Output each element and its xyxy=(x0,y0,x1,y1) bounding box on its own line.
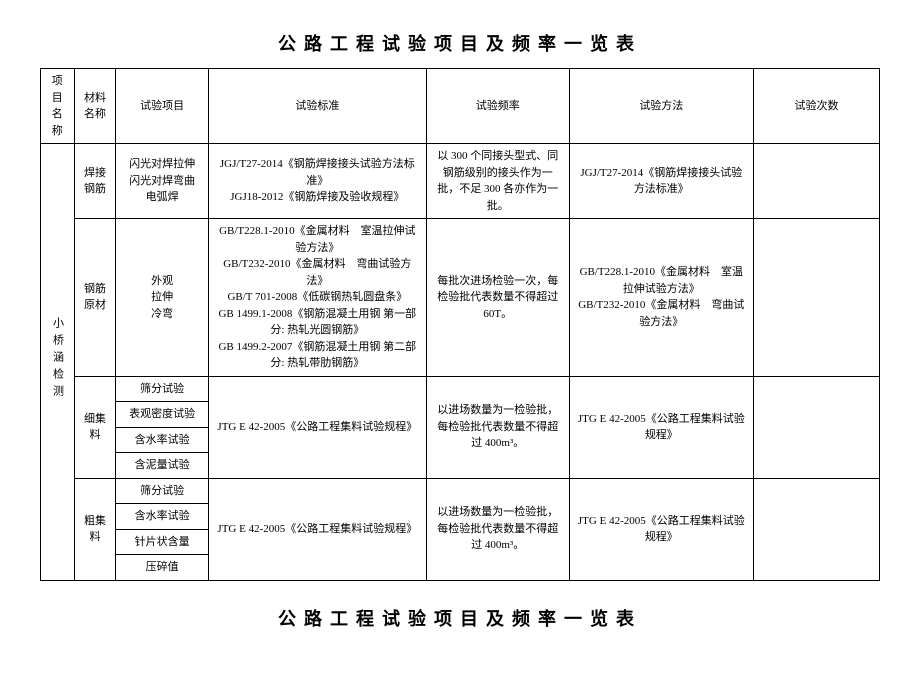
frequency-cell: 以进场数量为一检验批，每检验批代表数量不得超过 400m³。 xyxy=(426,376,569,478)
project-label-cell: 小桥涵检测 xyxy=(41,144,75,581)
material-cell: 粗集料 xyxy=(74,478,116,580)
frequency-cell: 以进场数量为一检验批，每检验批代表数量不得超过 400m³。 xyxy=(426,478,569,580)
item-cell: 闪光对焊拉伸闪光对焊弯曲电弧焊 xyxy=(116,144,208,219)
header-test-count: 试验次数 xyxy=(754,69,880,144)
count-cell xyxy=(754,376,880,478)
header-test-frequency: 试验频率 xyxy=(426,69,569,144)
table-row: 细集料 筛分试验 JTG E 42-2005《公路工程集料试验规程》 以进场数量… xyxy=(41,376,880,402)
count-cell xyxy=(754,144,880,219)
header-material-name: 材料名称 xyxy=(74,69,116,144)
method-cell: JTG E 42-2005《公路工程集料试验规程》 xyxy=(569,478,754,580)
standard-cell: GB/T228.1-2010《金属材料 室温拉伸试验方法》GB/T232-201… xyxy=(208,219,426,377)
item-cell: 筛分试验 xyxy=(116,478,208,504)
standard-cell: JGJ/T27-2014《钢筋焊接接头试验方法标准》JGJ18-2012《钢筋焊… xyxy=(208,144,426,219)
method-cell: GB/T228.1-2010《金属材料 室温拉伸试验方法》GB/T232-201… xyxy=(569,219,754,377)
footer-title: 公路工程试验项目及频率一览表 xyxy=(40,605,880,631)
table-row: 小桥涵检测 焊接钢筋 闪光对焊拉伸闪光对焊弯曲电弧焊 JGJ/T27-2014《… xyxy=(41,144,880,219)
main-table: 项目名称 材料名称 试验项目 试验标准 试验频率 试验方法 试验次数 小桥涵检测… xyxy=(40,68,880,581)
header-row: 项目名称 材料名称 试验项目 试验标准 试验频率 试验方法 试验次数 xyxy=(41,69,880,144)
method-cell: JTG E 42-2005《公路工程集料试验规程》 xyxy=(569,376,754,478)
item-cell: 针片状含量 xyxy=(116,529,208,555)
header-test-item: 试验项目 xyxy=(116,69,208,144)
standard-cell: JTG E 42-2005《公路工程集料试验规程》 xyxy=(208,478,426,580)
material-cell: 焊接钢筋 xyxy=(74,144,116,219)
item-cell: 含水率试验 xyxy=(116,427,208,453)
header-project-name: 项目名称 xyxy=(41,69,75,144)
item-cell: 含水率试验 xyxy=(116,504,208,530)
header-test-standard: 试验标准 xyxy=(208,69,426,144)
standard-cell: JTG E 42-2005《公路工程集料试验规程》 xyxy=(208,376,426,478)
table-row: 粗集料 筛分试验 JTG E 42-2005《公路工程集料试验规程》 以进场数量… xyxy=(41,478,880,504)
item-cell: 外观拉伸冷弯 xyxy=(116,219,208,377)
table-row: 钢筋原材 外观拉伸冷弯 GB/T228.1-2010《金属材料 室温拉伸试验方法… xyxy=(41,219,880,377)
item-cell: 含泥量试验 xyxy=(116,453,208,479)
page-title: 公路工程试验项目及频率一览表 xyxy=(40,30,880,56)
material-cell: 细集料 xyxy=(74,376,116,478)
count-cell xyxy=(754,219,880,377)
frequency-cell: 每批次进场检验一次，每检验批代表数量不得超过 60T。 xyxy=(426,219,569,377)
header-test-method: 试验方法 xyxy=(569,69,754,144)
count-cell xyxy=(754,478,880,580)
item-cell: 筛分试验 xyxy=(116,376,208,402)
item-cell: 压碎值 xyxy=(116,555,208,581)
material-cell: 钢筋原材 xyxy=(74,219,116,377)
frequency-cell: 以 300 个同接头型式、同钢筋级别的接头作为一批，不足 300 各亦作为一批。 xyxy=(426,144,569,219)
project-label: 小桥涵检测 xyxy=(49,317,66,402)
item-cell: 表观密度试验 xyxy=(116,402,208,428)
method-cell: JGJ/T27-2014《钢筋焊接接头试验方法标准》 xyxy=(569,144,754,219)
